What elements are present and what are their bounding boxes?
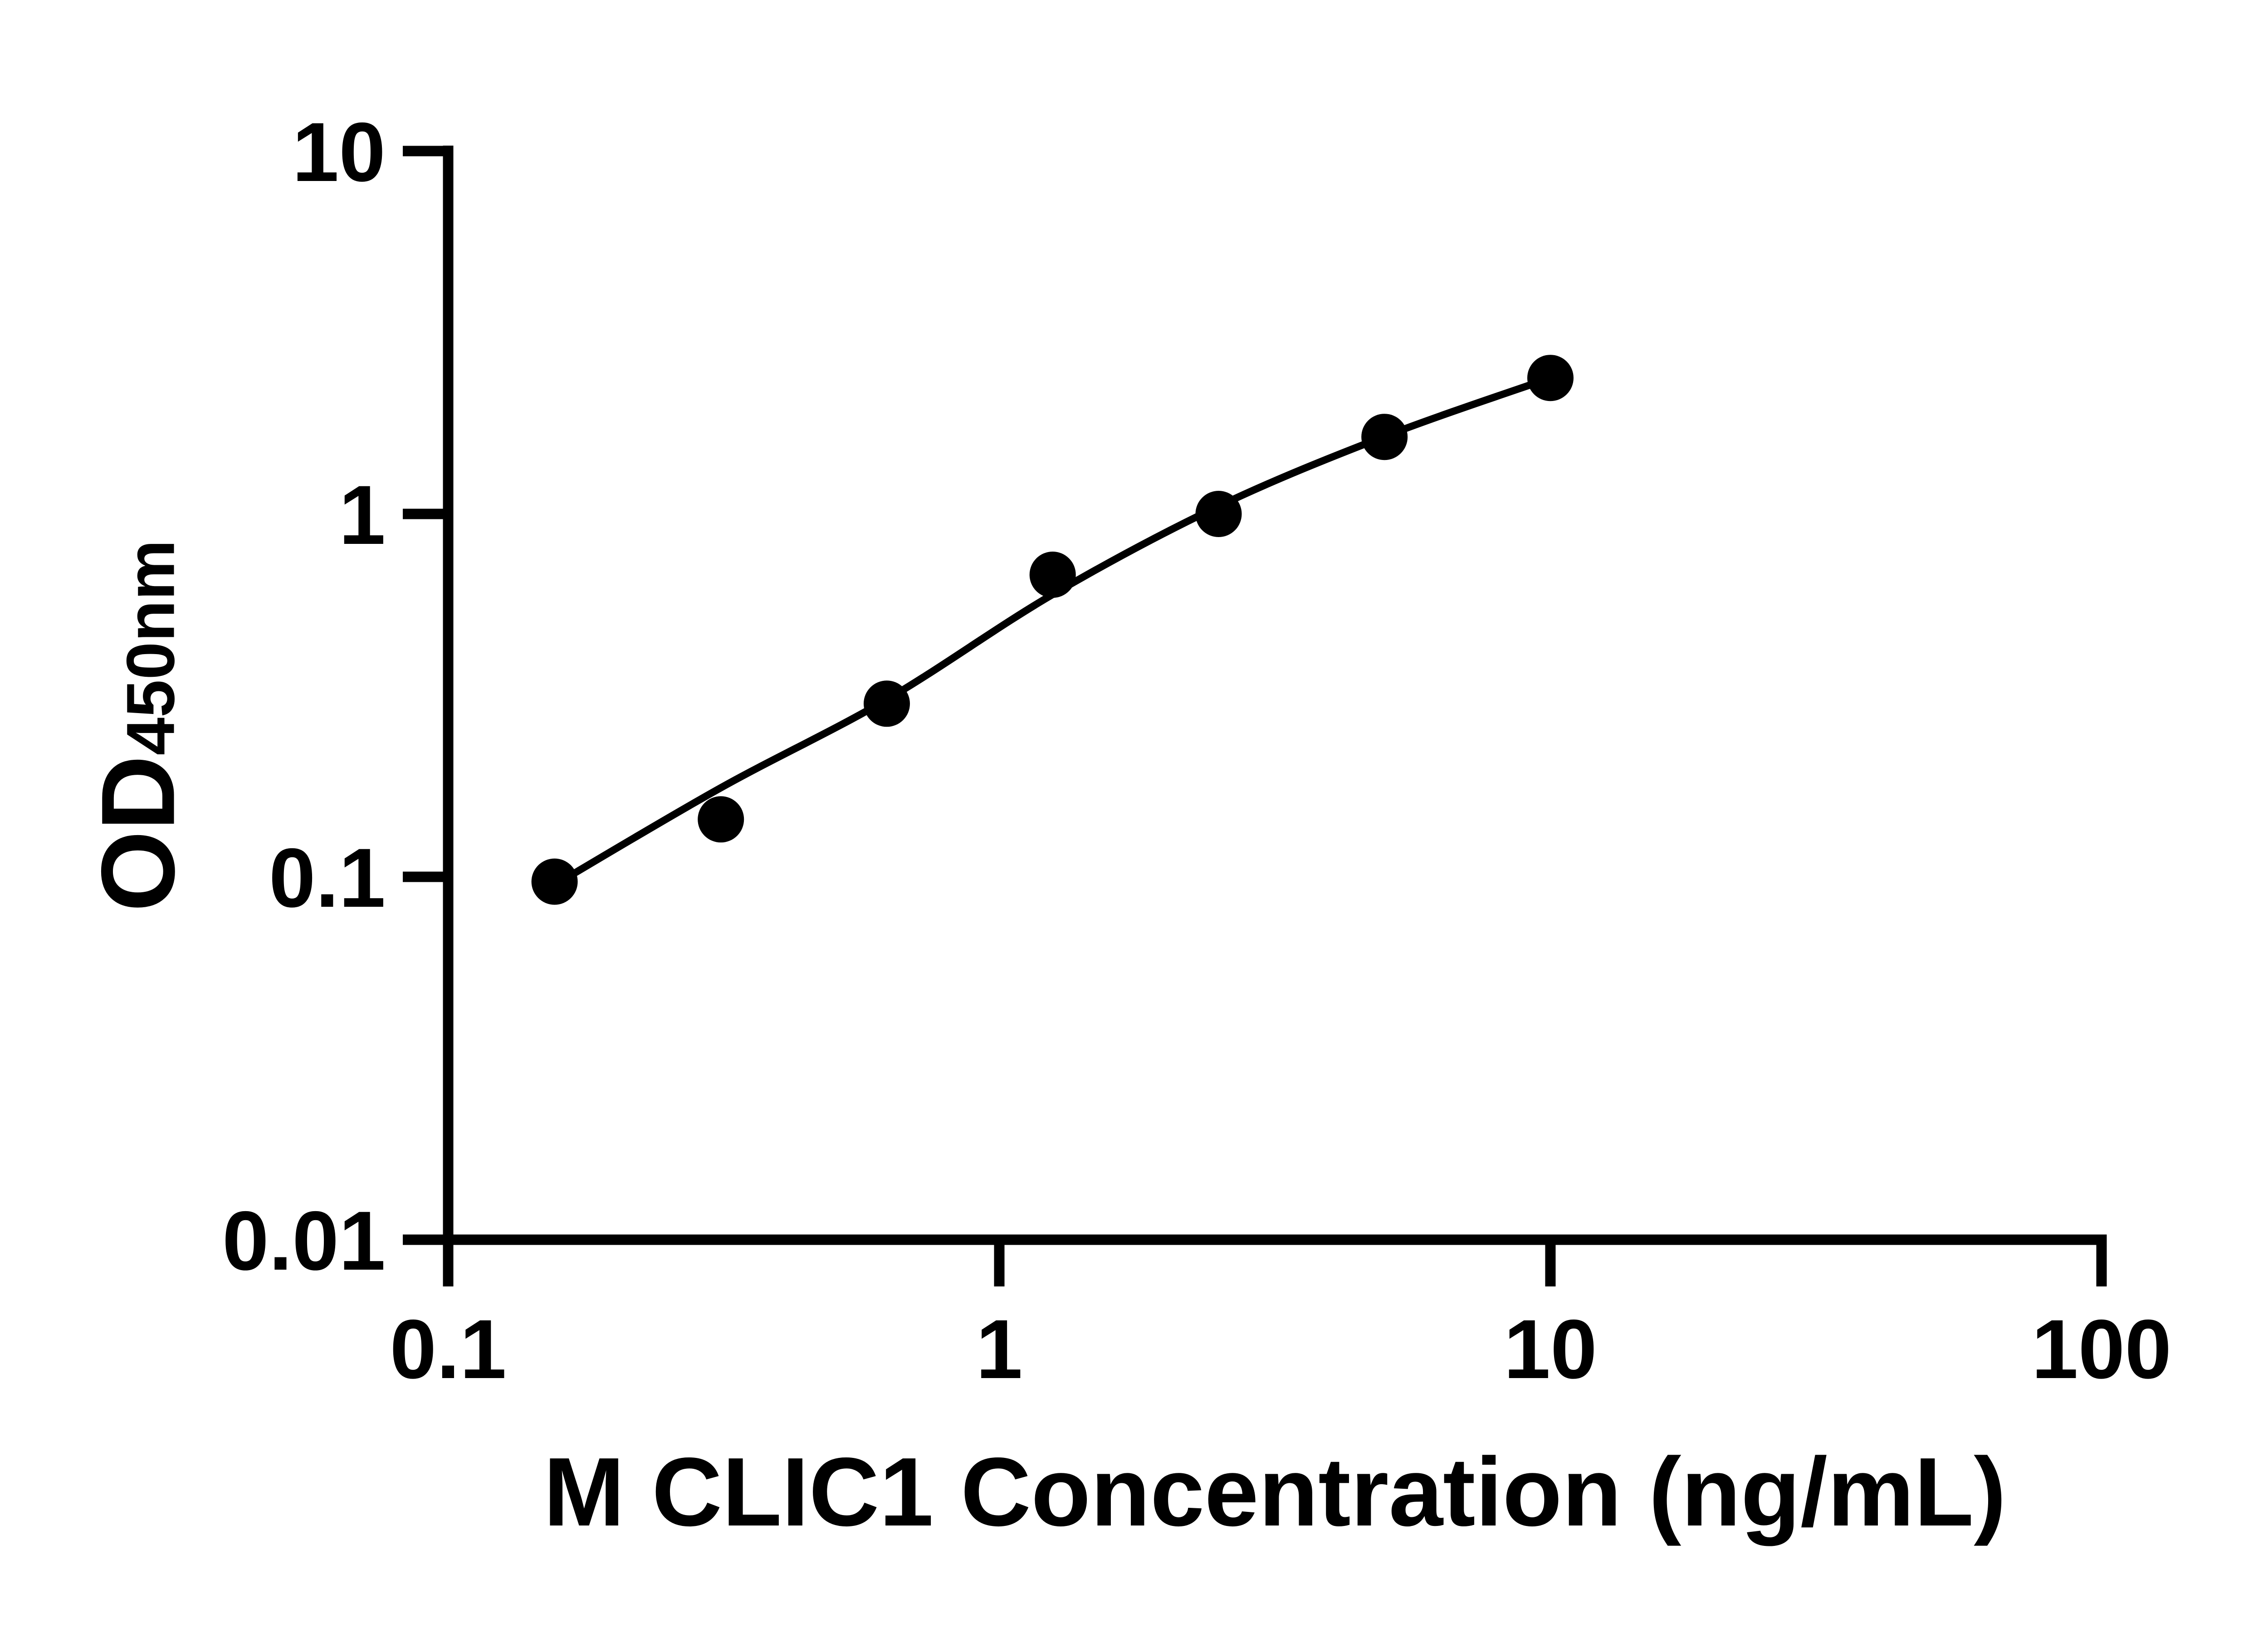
data-point (1029, 552, 1076, 598)
x-tick-label: 10 (1504, 1303, 1597, 1396)
data-point (864, 680, 910, 727)
data-point (1361, 414, 1408, 460)
y-tick-label: 10 (292, 106, 386, 199)
y-tick-label: 0.01 (222, 1194, 386, 1288)
y-axis-title: OD450nm (80, 539, 203, 912)
data-point (531, 858, 578, 905)
data-point (698, 796, 744, 843)
y-tick-label: 1 (339, 469, 386, 562)
y-axis-title-subscript: 450nm (112, 539, 189, 756)
data-point (1527, 355, 1574, 401)
data-point (1195, 491, 1242, 537)
x-axis-title: M CLIC1 Concentration (ng/mL) (543, 1437, 2006, 1546)
x-tick-label: 0.1 (390, 1303, 506, 1396)
y-axis-title-main: OD (79, 755, 196, 912)
x-tick-label: 100 (2032, 1303, 2172, 1396)
y-tick-label: 0.1 (269, 831, 386, 925)
x-tick-label: 1 (976, 1303, 1023, 1396)
